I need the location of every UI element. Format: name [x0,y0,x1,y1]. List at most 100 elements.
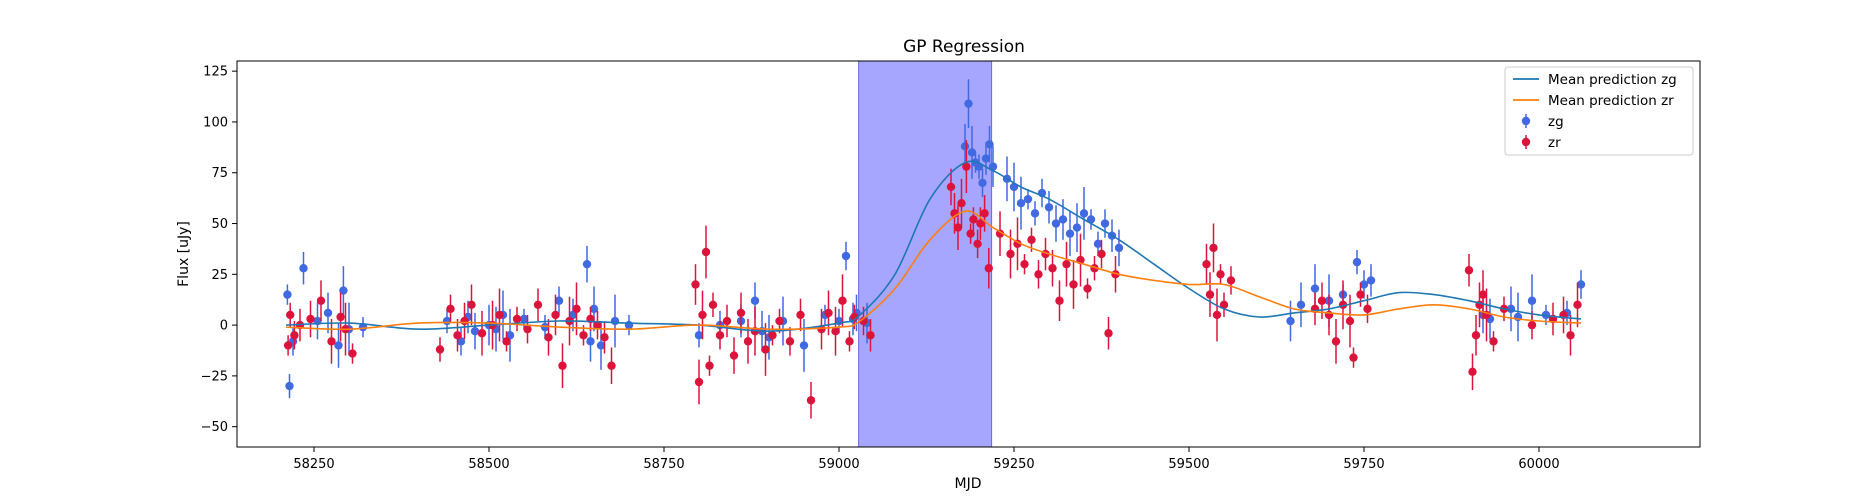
point-zr [453,331,462,340]
point-zr [1104,329,1113,338]
point-zg [283,290,292,299]
legend-marker [1521,137,1531,147]
point-zr [761,345,770,354]
point-zr [1317,296,1327,305]
point-zg [505,331,515,340]
point-zr [533,300,543,309]
point-zr [691,280,700,289]
point-zg [1051,219,1061,228]
y-tick-label: −50 [201,420,228,435]
x-tick-label: 59250 [993,457,1034,472]
point-zg [1359,280,1369,289]
point-zr [523,324,532,334]
point-zg [582,259,592,269]
legend-box [1504,66,1694,156]
line-mean-prediction-zg [285,160,1582,333]
y-tick-label: 125 [203,65,228,80]
point-zr [946,182,956,192]
point-zg [1114,243,1124,253]
point-zr [973,239,982,249]
point-zr [1097,249,1106,259]
point-zr [866,331,875,340]
point-zr [446,304,455,314]
point-zg [1030,209,1040,218]
point-zg [596,341,606,350]
point-zr [286,310,295,320]
point-zg [1296,300,1306,309]
point-zg [750,296,760,305]
x-tick-label: 59000 [818,457,859,472]
point-zr [558,361,567,370]
point-zr [593,320,602,330]
point-zr [1331,337,1341,346]
point-zg [1093,239,1103,249]
point-zr [785,337,795,346]
point-zr [1219,300,1229,309]
point-zr [850,312,859,322]
point-zr [306,314,315,324]
point-zr [715,331,725,340]
point-zr [743,337,753,346]
x-tick-label: 58500 [468,457,509,472]
y-tick-label: 100 [203,115,228,130]
y-tick-label: 25 [211,268,228,283]
point-zr [859,316,868,326]
point-zr [1055,296,1064,305]
point-zg [988,162,998,171]
point-zr [1062,259,1071,269]
point-zg [334,341,343,350]
point-zr [980,209,989,218]
point-zr [708,300,718,309]
line-mean-prediction-zr [285,210,1582,331]
point-zr [1363,304,1372,314]
point-zg [456,337,466,346]
x-axis-label: MJD [955,476,982,492]
point-zg [554,296,564,305]
point-zr [607,361,616,370]
point-zr [831,327,840,336]
point-zr [460,316,469,326]
point-zr [969,215,978,224]
point-zr [467,300,476,309]
point-zg [1100,219,1110,228]
point-zr [290,331,299,340]
point-zr [1034,270,1043,279]
point-zr [1345,316,1355,326]
shaded-region [858,61,993,447]
point-zg [967,148,977,157]
point-zr [698,310,707,320]
point-zr [1027,235,1036,244]
point-zr [824,308,833,318]
y-tick-label: −25 [201,369,228,384]
point-zr [1464,266,1474,275]
point-zr [838,296,847,305]
point-zr [283,341,293,350]
point-zr [736,308,746,318]
legend-label: Mean prediction zg [1548,72,1677,88]
point-zr [1573,300,1582,309]
legend-label: Mean prediction zr [1548,93,1674,109]
y-tick-label: 0 [220,319,228,334]
point-zg [285,381,294,391]
point-zg [1079,209,1089,218]
x-tick-label: 60000 [1518,457,1559,472]
point-zg [1352,257,1362,267]
point-zr [1006,249,1015,259]
point-zr [544,333,553,342]
point-zg [323,308,333,318]
point-zg [1044,203,1054,212]
point-zg [841,251,851,261]
point-zg [568,310,578,320]
point-zg [1286,316,1295,326]
axis-ticks: 58250 58500 58750 59000 59250 59500 59750 60000… [201,65,1560,472]
point-zr [512,314,522,324]
point-zg [1366,276,1376,285]
point-zr [1478,290,1488,299]
point-zr [327,337,336,346]
point-zr [705,361,714,370]
point-zg [589,304,599,314]
x-tick-label: 58750 [643,457,684,472]
point-zr [768,331,777,340]
point-zg [610,316,620,326]
